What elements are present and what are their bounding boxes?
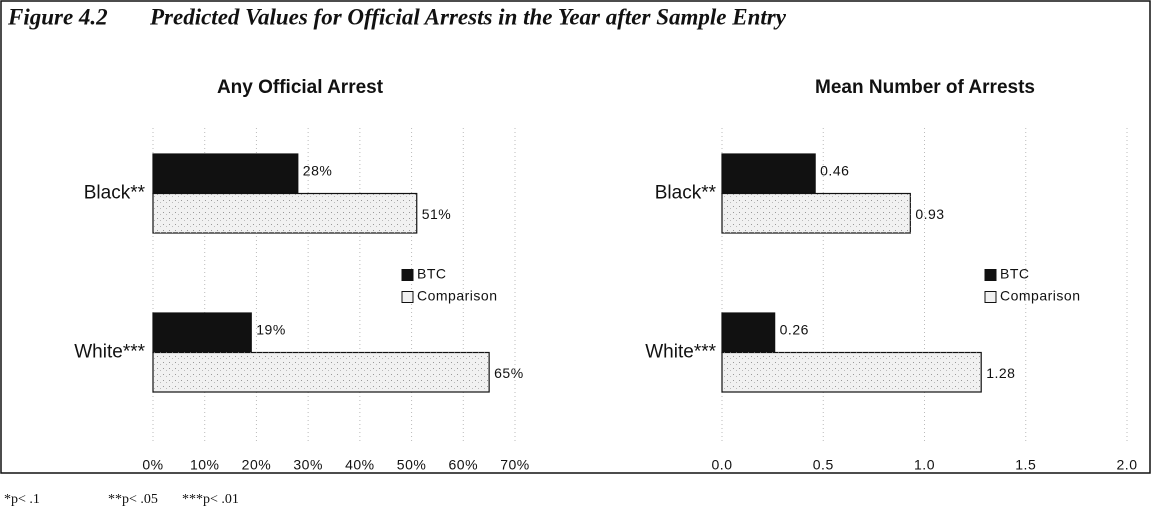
value-label: 51% bbox=[422, 206, 452, 222]
category-label: Black** bbox=[84, 183, 146, 204]
x-tick-label: 40% bbox=[345, 457, 375, 473]
value-label: 0.46 bbox=[820, 162, 849, 178]
value-label: 28% bbox=[303, 162, 333, 178]
chart-title: Any Official Arrest bbox=[217, 77, 384, 98]
x-tick-label: 70% bbox=[500, 457, 530, 473]
x-tick-label: 0.0 bbox=[712, 457, 733, 473]
x-tick-label: 1.5 bbox=[1015, 457, 1036, 473]
bar bbox=[152, 312, 252, 354]
x-tick-label: 10% bbox=[190, 457, 220, 473]
chart-title: Mean Number of Arrests bbox=[815, 77, 1035, 98]
bar-texture bbox=[722, 352, 982, 392]
legend-label: BTC bbox=[417, 266, 447, 282]
category-label: Black** bbox=[655, 183, 717, 204]
frame bbox=[0, 0, 1151, 474]
figure-label: Figure 4.2 bbox=[7, 4, 108, 29]
bar bbox=[721, 153, 816, 195]
value-label: 0.26 bbox=[780, 321, 809, 337]
legend-label: Comparison bbox=[417, 288, 497, 304]
x-tick-label: 0.5 bbox=[813, 457, 834, 473]
legend-swatch bbox=[401, 291, 414, 303]
value-label: 1.28 bbox=[986, 365, 1015, 381]
note: **p< .05 bbox=[108, 492, 158, 507]
category-label: White*** bbox=[74, 342, 145, 363]
legend-swatch bbox=[984, 291, 997, 303]
bar-texture bbox=[153, 193, 417, 233]
bar bbox=[721, 312, 776, 354]
value-label: 65% bbox=[494, 365, 524, 381]
x-tick-label: 50% bbox=[397, 457, 427, 473]
legend-label: Comparison bbox=[1000, 288, 1080, 304]
value-label: 0.93 bbox=[915, 206, 944, 222]
bar bbox=[152, 153, 299, 195]
x-tick-label: 1.0 bbox=[914, 457, 935, 473]
x-tick-label: 0% bbox=[142, 457, 163, 473]
note: ***p< .01 bbox=[182, 492, 239, 507]
x-tick-label: 20% bbox=[242, 457, 272, 473]
legend-swatch bbox=[401, 269, 414, 281]
value-label: 19% bbox=[256, 321, 286, 337]
note: *p< .1 bbox=[4, 492, 40, 507]
bar-texture bbox=[153, 352, 490, 392]
legend-swatch bbox=[984, 269, 997, 281]
x-tick-label: 2.0 bbox=[1117, 457, 1138, 473]
bar-texture bbox=[722, 193, 911, 233]
figure-title: Predicted Values for Official Arrests in… bbox=[149, 4, 787, 29]
category-label: White*** bbox=[645, 342, 716, 363]
x-tick-label: 60% bbox=[449, 457, 479, 473]
x-tick-label: 30% bbox=[293, 457, 323, 473]
legend-label: BTC bbox=[1000, 266, 1030, 282]
